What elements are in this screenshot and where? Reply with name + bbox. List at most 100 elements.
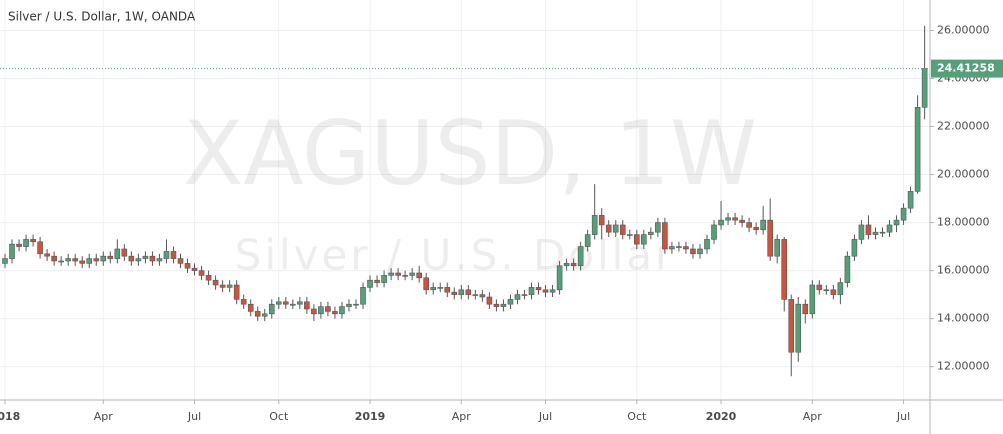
candle-body <box>395 272 401 276</box>
candle-body <box>458 289 465 295</box>
candle-body <box>107 255 114 259</box>
candle-body <box>676 246 682 248</box>
x-tick-label: Apr <box>803 410 823 423</box>
candle-body <box>205 275 212 281</box>
candle-body <box>669 246 675 250</box>
candle-body <box>332 311 338 315</box>
candle-body <box>535 287 542 291</box>
candle-body <box>823 289 830 292</box>
candle-body <box>563 263 570 267</box>
candle-body <box>767 219 773 257</box>
candle-body <box>23 239 29 247</box>
chart-title: Silver / U.S. Dollar, 1W, OANDA <box>8 10 196 24</box>
y-tick-label: 18.00000 <box>937 216 990 229</box>
candle-body <box>493 303 500 307</box>
candle-body <box>9 243 15 259</box>
candle-body <box>261 313 268 317</box>
candle-body <box>500 303 507 307</box>
candle-body <box>584 234 591 247</box>
candle-body <box>697 248 703 255</box>
candle-body <box>311 308 317 315</box>
candle-body <box>430 287 437 291</box>
candle-body <box>100 255 107 262</box>
candle-body <box>388 272 394 276</box>
x-tick-label: Oct <box>627 410 647 423</box>
candle-body <box>648 231 654 235</box>
candle-body <box>177 258 184 264</box>
candle-body <box>402 275 408 277</box>
candle-body <box>914 107 921 192</box>
candle-body <box>44 253 50 257</box>
candle-body <box>851 239 858 257</box>
candle-body <box>374 279 380 283</box>
candle-body <box>128 255 135 262</box>
candle-body <box>844 255 851 283</box>
candle-body <box>514 294 521 300</box>
watermark: XAGUSD, 1W <box>183 102 757 205</box>
last-price-box <box>931 59 1003 78</box>
candle-body <box>465 289 472 295</box>
candle-body <box>704 239 710 250</box>
x-tick-label: Oct <box>269 410 289 423</box>
candle-body <box>58 260 64 263</box>
candle-body <box>725 217 731 221</box>
candle-body <box>921 68 928 108</box>
candle-body <box>662 222 668 250</box>
x-tick-label: Jul <box>187 410 201 423</box>
candle-body <box>711 224 717 240</box>
candle-body <box>409 272 415 276</box>
candle-body <box>633 234 640 245</box>
candle-body <box>304 301 310 310</box>
x-tick-label: Apr <box>94 410 114 423</box>
candle-body <box>93 258 100 262</box>
candle-body <box>37 241 43 255</box>
candle-body <box>872 231 879 235</box>
candle-body <box>451 291 458 295</box>
candle-body <box>683 246 689 250</box>
candle-body <box>290 303 296 306</box>
candle-body <box>444 287 451 293</box>
grid <box>0 0 930 400</box>
candle-body <box>570 263 577 267</box>
candles <box>2 25 928 377</box>
candle-body <box>198 270 205 276</box>
candle-body <box>226 284 233 288</box>
y-tick-label: 16.00000 <box>937 264 990 277</box>
candle-body <box>479 294 486 298</box>
candle-body <box>65 258 71 262</box>
candle-body <box>528 287 535 295</box>
candle-body <box>641 234 647 245</box>
candle-body <box>423 277 430 291</box>
candle-body <box>254 311 261 317</box>
candle-body <box>788 299 795 353</box>
candle-body <box>753 227 759 231</box>
candle-body <box>802 303 809 315</box>
candle-body <box>619 224 626 235</box>
candle-body <box>297 301 303 305</box>
candle-body <box>521 294 528 296</box>
candle-body <box>149 255 156 262</box>
last-price-label: 24.41258 <box>937 62 995 75</box>
candle-body <box>346 303 352 307</box>
candle-body <box>325 306 331 312</box>
candle-body <box>556 265 563 291</box>
candle-body <box>360 287 366 305</box>
candle-body <box>51 255 57 262</box>
candle-body <box>163 251 170 259</box>
candle-body <box>718 219 724 226</box>
candle-body <box>837 282 844 295</box>
y-tick-label: 14.00000 <box>937 312 990 325</box>
candle-body <box>774 239 781 257</box>
candle-body <box>121 248 128 257</box>
candle-body <box>2 258 8 264</box>
candle-body <box>507 299 514 305</box>
candle-body <box>233 284 240 300</box>
axes: 12.00000 14.00000 16.00000 18.00000 20.00000… <box>0 23 1003 423</box>
y-tick-label: 20.00000 <box>937 168 990 181</box>
candle-body <box>577 246 584 267</box>
candle-body <box>486 296 493 305</box>
candle-body <box>184 263 191 269</box>
candle-body <box>549 289 556 293</box>
candle-body <box>268 303 275 315</box>
